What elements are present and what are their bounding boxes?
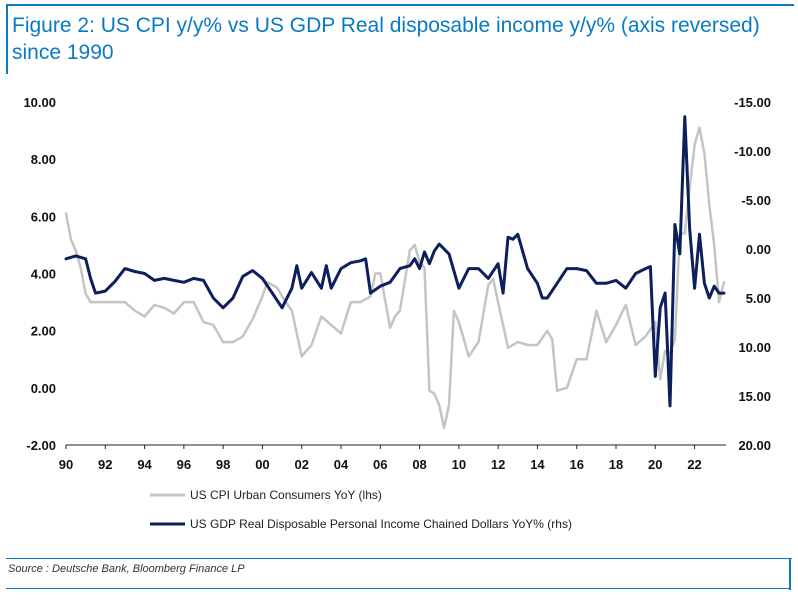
left-axis: -2.00 0.00 2.00 4.00 6.00 8.00 10.00 — [23, 95, 56, 453]
x-tick-label: 96 — [177, 457, 191, 472]
source-note: Source : Deutsche Bank, Bloomberg Financ… — [8, 563, 245, 575]
x-tick-label: 02 — [294, 457, 308, 472]
left-tick-label: 4.00 — [31, 267, 56, 282]
x-tick-label: 06 — [373, 457, 387, 472]
series-line-income — [64, 115, 726, 408]
left-tick-label: 2.00 — [31, 324, 56, 339]
source-frame-right — [789, 558, 791, 590]
x-tick-label: 12 — [491, 457, 505, 472]
source-frame-bottom — [6, 588, 791, 589]
right-tick-label: 0.00 — [746, 242, 771, 257]
x-tick-label: 00 — [255, 457, 269, 472]
title-frame-top — [6, 4, 794, 6]
right-axis: -15.00 -10.00 -5.00 0.00 5.00 10.00 15.00 20.00 — [734, 95, 771, 453]
left-tick-label: 0.00 — [31, 381, 56, 396]
left-tick-label: 6.00 — [31, 209, 56, 224]
source-divider — [6, 558, 792, 559]
title-frame-left — [6, 4, 8, 74]
x-tick-label: 94 — [137, 457, 152, 472]
x-tick-label: 90 — [59, 457, 73, 472]
x-tick-label: 20 — [648, 457, 662, 472]
legend: US CPI Urban Consumers YoY (lhs) US GDP … — [150, 488, 572, 531]
legend-label-cpi: US CPI Urban Consumers YoY (lhs) — [190, 488, 382, 502]
x-tick-label: 04 — [334, 457, 349, 472]
legend-label-income: US GDP Real Disposable Personal Income C… — [190, 517, 572, 531]
left-tick-label: 10.00 — [23, 95, 56, 110]
x-tick-label: 18 — [609, 457, 623, 472]
x-axis: 90 92 94 96 98 00 02 04 06 08 10 12 14 16 18 20 22 — [59, 445, 702, 472]
right-tick-label: 10.00 — [738, 340, 771, 355]
right-tick-label: -5.00 — [741, 193, 771, 208]
right-tick-label: -15.00 — [734, 95, 771, 110]
right-tick-label: 15.00 — [738, 389, 771, 404]
plot-area — [64, 115, 726, 430]
series-line-cpi — [64, 126, 726, 430]
left-tick-label: -2.00 — [26, 438, 56, 453]
right-tick-label: 5.00 — [746, 291, 771, 306]
x-tick-label: 14 — [530, 457, 545, 472]
x-tick-label: 92 — [98, 457, 112, 472]
right-tick-label: 20.00 — [738, 438, 771, 453]
x-tick-label: 16 — [569, 457, 583, 472]
x-tick-label: 22 — [687, 457, 701, 472]
x-tick-label: 98 — [216, 457, 230, 472]
chart: -2.00 0.00 2.00 4.00 6.00 8.00 10.00 -15.00 -10… — [23, 95, 771, 531]
right-tick-label: -10.00 — [734, 144, 771, 159]
x-tick-label: 10 — [452, 457, 466, 472]
chart-title: Figure 2: US CPI y/y% vs US GDP Real dis… — [12, 14, 760, 64]
left-tick-label: 8.00 — [31, 152, 56, 167]
x-tick-label: 08 — [412, 457, 426, 472]
